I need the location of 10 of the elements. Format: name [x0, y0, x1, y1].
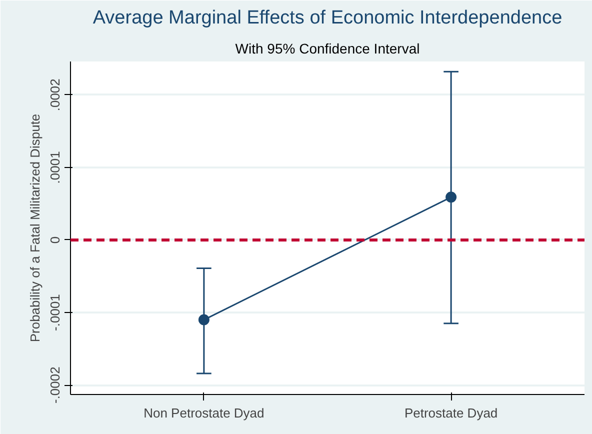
chart-title: Average Marginal Effects of Economic Interdependence	[92, 8, 562, 28]
y-tick-label: -.0001	[48, 294, 62, 331]
chart-subtitle: With 95% Confidence Interval	[235, 40, 420, 56]
y-axis-title: Probability of a Fatal Militarized Dispute	[28, 114, 42, 342]
y-tick-label: -.0002	[48, 366, 62, 404]
y-tick-label: .0002	[48, 78, 62, 112]
x-tick-label: Petrostate Dyad	[404, 406, 498, 420]
y-tick-label: 0	[48, 236, 62, 244]
x-tick-label: Non Petrostate Dyad	[144, 406, 264, 420]
y-tick-label: .0001	[48, 151, 62, 184]
